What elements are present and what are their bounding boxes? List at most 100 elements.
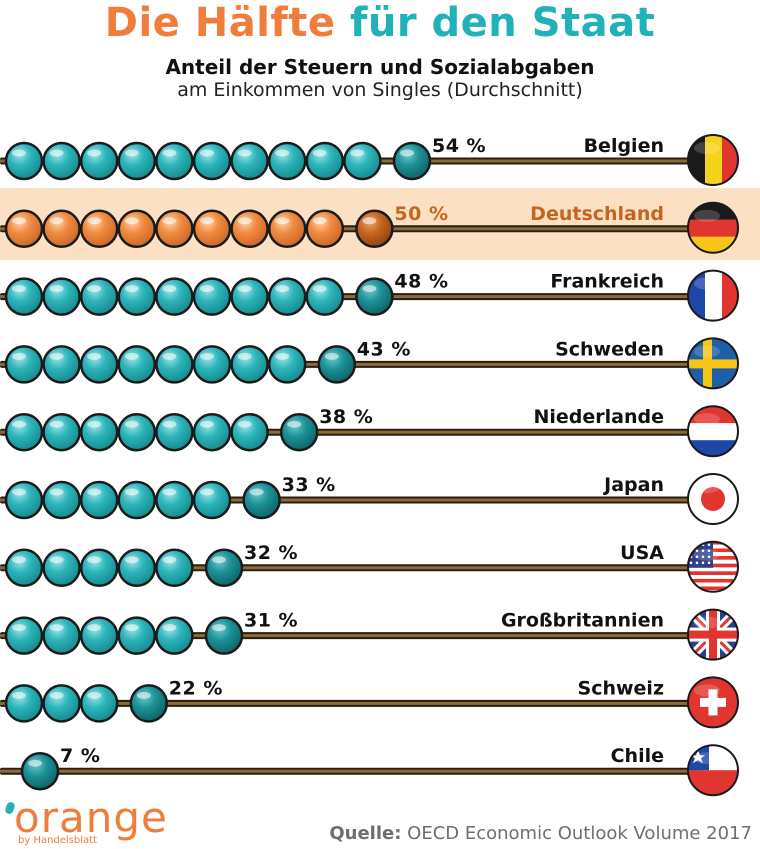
usa-flag [687,540,739,593]
bead [267,277,307,316]
france-flag [687,269,739,322]
chart-title: Die Hälfte für den Staat [0,0,760,46]
country-label: USA [620,542,664,564]
source-label: Quelle: [329,823,402,844]
row-chile: 7 % Chile [0,744,739,797]
logo-sub: by Handelsblatt [18,835,98,846]
value-bead [355,277,394,316]
country-label: Japan [602,474,664,496]
value-bead [242,480,281,520]
bead [42,209,81,249]
row-niederlande: 38 % Niederlande [0,405,739,458]
bead [42,684,81,723]
bead [305,209,345,249]
bead [117,277,157,316]
bead [79,209,119,249]
bead [192,412,232,452]
bead [79,345,119,384]
bead [117,209,157,249]
bead [42,548,81,588]
bead [230,277,269,316]
country-label: Frankreich [550,271,664,293]
chart-subtitle: Anteil der Steuern und Sozialabgaben [165,55,595,79]
chile-flag [687,744,739,797]
bead [42,345,81,384]
germany-flag [687,201,739,254]
country-label: Chile [611,745,664,767]
bead [117,141,157,181]
bead [42,277,81,316]
value-label: 22 % [169,677,223,699]
value-bead [355,209,394,249]
belgium-flag [687,134,739,186]
bead [155,480,194,520]
bead [267,209,307,249]
value-bead [129,684,169,723]
bead [42,480,81,520]
country-label: Großbritannien [501,610,664,632]
bead [343,141,382,181]
bead [79,480,119,520]
bead [155,616,194,655]
bead [305,277,345,316]
bead [117,480,157,520]
value-label: 33 % [282,474,336,496]
bead [155,277,194,316]
bead [79,412,119,452]
value-label: 31 % [244,610,298,632]
bead [267,345,307,384]
value-bead [204,616,244,655]
bead [4,480,44,520]
value-bead [20,751,60,791]
bead [230,412,269,452]
value-label: 54 % [432,135,486,157]
bead [155,548,194,588]
row-belgien: 54 % Belgien [0,134,739,186]
bead [155,412,194,452]
bead [4,141,44,181]
bead [155,209,194,249]
bead [4,345,44,384]
country-label: Belgien [584,135,664,157]
bead [192,141,232,181]
bead [79,277,119,316]
country-label: Deutschland [530,203,664,225]
uk-flag [687,608,739,661]
value-label: 32 % [244,542,298,564]
bead [42,412,81,452]
bead [4,412,44,452]
value-label: 43 % [357,338,411,360]
country-label: Schweden [555,338,664,360]
bead [117,412,157,452]
row-frankreich: 48 % Frankreich [0,269,739,322]
bead [230,141,269,181]
bead [192,277,232,316]
bead [4,616,44,655]
title-part-2: für den Staat [350,0,656,46]
japan-flag [687,473,739,525]
chart-subtitle-2: am Einkommen von Singles (Durchschnitt) [177,79,583,101]
row-schweiz: 22 % Schweiz [0,676,739,729]
bead [117,616,157,655]
row-japan: 33 % Japan [0,473,739,525]
bead [79,548,119,588]
row-usa: 32 % USA [0,540,739,593]
bead [117,548,157,588]
bead [4,209,44,249]
bead [79,684,119,723]
value-bead [204,548,244,588]
abacus-chart: 54 % Belgien 50 % Deutschland 48 % Frankreich… [0,134,760,797]
bead [230,345,269,384]
switzerland-flag [687,676,739,729]
bead [4,548,44,588]
bead [79,141,119,181]
bead [155,141,194,181]
country-label: Niederlande [533,406,664,428]
bead [4,684,44,723]
bead [267,141,307,181]
bead [4,277,44,316]
bead [42,616,81,655]
value-bead [279,412,319,452]
sweden-flag [687,337,739,390]
orange-logo: orange by Handelsblatt [4,796,206,848]
